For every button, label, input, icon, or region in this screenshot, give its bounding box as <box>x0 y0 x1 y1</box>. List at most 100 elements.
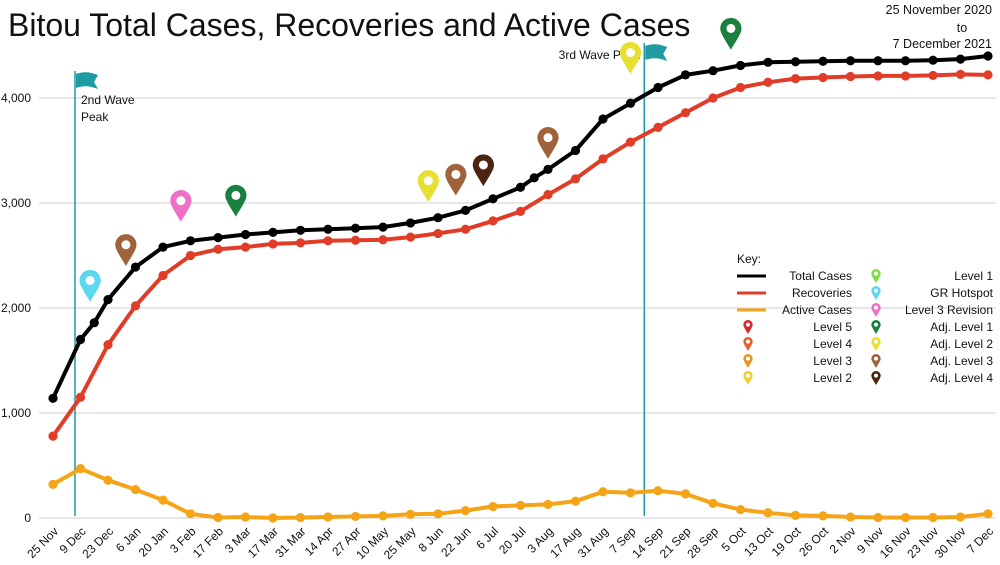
x-tick-label: 31 Aug <box>575 524 611 560</box>
legend-pin-icon <box>871 319 881 334</box>
data-point <box>790 73 801 84</box>
data-point <box>983 70 993 80</box>
data-point <box>845 512 856 522</box>
date-range-end: 7 December 2021 <box>893 37 992 51</box>
pin-hole <box>746 339 750 344</box>
data-point <box>48 431 58 441</box>
data-point <box>103 295 113 305</box>
pin-body <box>871 302 881 317</box>
data-point <box>460 224 471 234</box>
data-point <box>653 486 663 496</box>
pin-hole <box>85 275 95 285</box>
data-point <box>955 54 966 64</box>
data-point <box>845 71 856 82</box>
legend-label: Level 2 <box>813 371 852 385</box>
pin-body <box>720 17 742 50</box>
data-point <box>75 464 86 474</box>
x-tick-label: 31 Mar <box>272 524 308 560</box>
y-tick-label: 1,000 <box>1 406 31 420</box>
data-point <box>653 82 663 93</box>
data-point <box>350 511 361 522</box>
data-point <box>488 216 498 226</box>
legend-pin-icon <box>871 302 881 317</box>
map-pin-icon <box>170 190 192 222</box>
pin-hole <box>874 322 878 327</box>
data-point <box>268 227 278 237</box>
pin-hole <box>121 240 131 250</box>
map-pin-icon <box>225 184 247 217</box>
pin-hole <box>874 271 878 276</box>
pin-hole <box>874 373 878 378</box>
x-tick-label: 13 Oct <box>741 524 776 559</box>
data-point <box>130 301 141 311</box>
data-point <box>598 487 608 497</box>
legend-pin-icon <box>871 336 881 351</box>
data-point <box>405 509 416 519</box>
pin-body <box>537 127 559 159</box>
legend-pin-icon <box>743 319 753 334</box>
data-point <box>845 56 856 66</box>
map-pin-icon <box>472 154 494 187</box>
x-tick-label: 7 Dec <box>964 524 996 556</box>
data-point <box>735 505 746 515</box>
pin-hole <box>176 196 186 206</box>
data-point <box>103 340 113 350</box>
pin-hole <box>746 322 750 327</box>
data-point <box>378 511 388 521</box>
data-point <box>790 57 801 67</box>
data-point <box>900 71 911 81</box>
data-point <box>625 488 636 498</box>
data-point <box>185 509 196 519</box>
data-point <box>158 495 168 505</box>
x-tick-label: 20 Jul <box>496 524 529 557</box>
legend-pin-icon <box>871 353 881 368</box>
data-point <box>158 242 168 252</box>
level-markers <box>79 17 742 302</box>
pin-body <box>225 184 247 217</box>
pin-hole <box>478 160 488 170</box>
pin-body <box>743 370 753 385</box>
y-tick-label: 2,000 <box>1 301 31 315</box>
x-tick-label: 2 Nov <box>827 524 859 556</box>
data-point <box>708 66 718 76</box>
data-point <box>570 496 581 506</box>
data-point <box>185 250 196 261</box>
pin-hole <box>874 356 878 361</box>
data-point <box>680 108 691 118</box>
data-point <box>75 392 86 402</box>
pin-hole <box>231 190 241 200</box>
x-tick-label: 28 Sep <box>684 524 721 561</box>
legend-label: Adj. Level 2 <box>930 337 993 351</box>
data-point <box>460 506 471 516</box>
legend-label: Level 4 <box>813 337 852 351</box>
data-point <box>268 513 278 523</box>
legend-label: Total Cases <box>789 269 852 283</box>
data-point <box>75 334 86 345</box>
legend-label: Adj. Level 1 <box>930 320 993 334</box>
pin-hole <box>746 373 750 378</box>
data-point <box>515 206 526 216</box>
wave-peak-label: 2nd Wave <box>81 93 135 107</box>
data-point <box>873 512 883 523</box>
data-point <box>48 479 58 489</box>
legend-label: Recoveries <box>792 286 852 300</box>
data-point <box>543 190 553 200</box>
data-point <box>529 173 539 183</box>
legend-label: Adj. Level 3 <box>930 354 993 368</box>
data-point <box>515 500 526 510</box>
pin-body <box>743 319 753 334</box>
pin-hole <box>746 356 750 361</box>
legend-pin-icon <box>871 285 881 300</box>
data-point <box>323 224 333 234</box>
data-point <box>240 229 251 240</box>
map-pin-icon <box>619 41 642 74</box>
series-lines <box>48 51 993 523</box>
chart-title: Bitou Total Cases, Recoveries and Active… <box>8 7 690 43</box>
date-range-to: to <box>957 21 967 35</box>
grid <box>39 97 996 519</box>
map-pin-icon <box>79 269 101 302</box>
pin-hole <box>626 48 635 58</box>
pin-body <box>472 154 494 187</box>
